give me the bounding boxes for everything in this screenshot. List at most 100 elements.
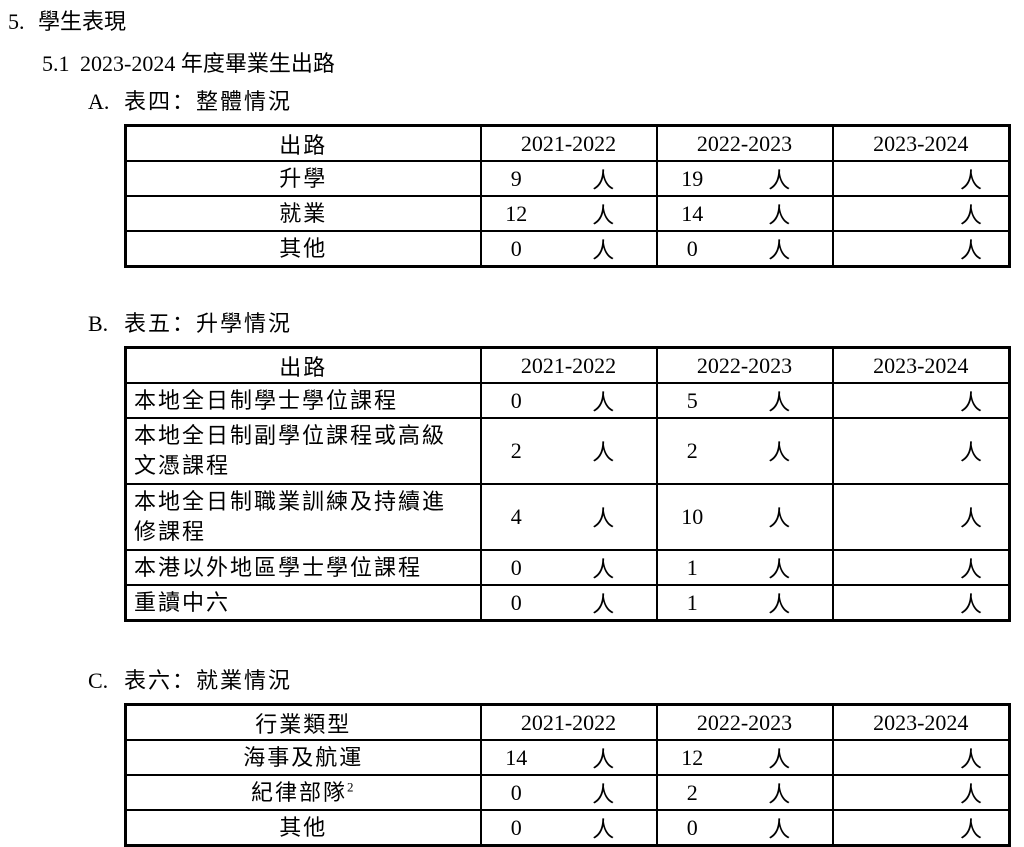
row-label: 其他 (124, 809, 482, 847)
table-row: 本港以外地區學士學位課程 0 人 1 人人 (124, 549, 1011, 586)
unit-label: 人 (768, 237, 791, 263)
table-section: B. 表五：升學情況 出路 2021-2022 2022-2023 2023-2024 本地… (0, 310, 1024, 622)
row-label: 本地全日制職業訓練及持續進 修課程 (124, 483, 482, 551)
table-row: 升學 9 人 19 人人 (124, 160, 1011, 197)
column-header: 2021-2022 (479, 703, 658, 741)
unit-label: 人 (959, 440, 982, 465)
table-enum: A. (88, 89, 110, 114)
unit-label: 人 (592, 237, 615, 263)
value-wrap: 12 人 (482, 198, 656, 230)
table-row: 紀律部隊2 0 人 2 人人 (124, 774, 1011, 811)
value-cell: 19 人 (655, 160, 834, 197)
unit-label: 人 (959, 389, 982, 415)
value-cell: 人 (831, 739, 1011, 776)
section-title: 學生表現 (38, 9, 127, 34)
table-caption: 表五：升學情況 (124, 311, 293, 336)
column-header: 2022-2023 (655, 703, 834, 741)
value-wrap: 人 (834, 163, 1009, 195)
cell-value: 19 (681, 165, 704, 191)
row-label: 紀律部隊2 (124, 774, 482, 811)
value-cell: 14 人 (655, 195, 834, 232)
cell-value: 4 (510, 504, 522, 529)
table-caption-line: B. 表五：升學情況 (88, 310, 1024, 338)
cell-value: 2 (686, 438, 698, 463)
unit-label: 人 (768, 781, 791, 807)
value-wrap: 14 人 (658, 198, 832, 230)
table-row: 其他 0 人 0 人人 (124, 230, 1011, 268)
unit-label: 人 (959, 202, 982, 228)
cell-value: 9 (510, 165, 522, 191)
value-wrap: 人 (834, 587, 1009, 619)
table-caption-line: A. 表四：整體情況 (88, 88, 1024, 116)
cell-value: 0 (510, 235, 522, 261)
value-cell: 12 人 (655, 739, 834, 776)
unit-label: 人 (768, 556, 791, 582)
column-header: 2022-2023 (655, 124, 834, 162)
cell-value: 14 (681, 200, 704, 226)
unit-label: 人 (768, 816, 791, 842)
unit-label: 人 (768, 167, 791, 193)
value-wrap: 人 (834, 742, 1009, 774)
cell-value: 2 (510, 438, 522, 463)
value-cell: 人 (831, 584, 1011, 622)
unit-label: 人 (592, 440, 615, 465)
value-wrap: 10 人 (658, 501, 832, 533)
column-header: 2023-2024 (831, 703, 1011, 741)
data-table: 出路 2021-2022 2022-2023 2023-2024 升學 9 人 19 人人就業 1… (124, 124, 1011, 268)
unit-label: 人 (959, 506, 982, 531)
value-cell: 人 (831, 549, 1011, 586)
cell-value: 0 (510, 779, 522, 805)
cell-value: 14 (505, 744, 528, 770)
cell-value: 12 (505, 200, 528, 226)
cell-value: 5 (686, 387, 698, 413)
unit-label: 人 (592, 781, 615, 807)
cell-value: 1 (686, 589, 698, 615)
unit-label: 人 (592, 506, 615, 531)
footnote-marker: 2 (347, 779, 356, 795)
header-row: 出路 2021-2022 2022-2023 2023-2024 (124, 124, 1011, 162)
value-wrap: 人 (834, 552, 1009, 584)
value-cell: 人 (831, 230, 1011, 268)
column-header: 出路 (124, 124, 482, 162)
value-cell: 人 (831, 417, 1011, 485)
value-wrap: 人 (834, 435, 1009, 467)
unit-label: 人 (592, 746, 615, 772)
value-wrap: 12 人 (658, 742, 832, 774)
row-label: 海事及航運 (124, 739, 482, 776)
value-cell: 人 (831, 195, 1011, 232)
table-caption-line: C. 表六：就業情況 (88, 667, 1024, 695)
table-caption: 表六：就業情況 (124, 668, 293, 693)
value-wrap: 人 (834, 777, 1009, 809)
cell-value: 0 (686, 235, 698, 261)
cell-value: 1 (686, 554, 698, 580)
unit-label: 人 (959, 781, 982, 807)
row-label: 本地全日制學士學位課程 (124, 382, 482, 419)
column-header: 出路 (124, 346, 482, 384)
table-row: 海事及航運 14 人 12 人 人 (124, 739, 1011, 776)
unit-label: 人 (592, 591, 615, 617)
cell-value: 0 (510, 387, 522, 413)
header-row: 出路 2021-2022 2022-2023 2023-2024 (124, 346, 1011, 384)
column-header: 2021-2022 (479, 124, 658, 162)
cell-value: 0 (510, 814, 522, 840)
value-cell: 14 人 (479, 739, 658, 776)
unit-label: 人 (768, 591, 791, 617)
